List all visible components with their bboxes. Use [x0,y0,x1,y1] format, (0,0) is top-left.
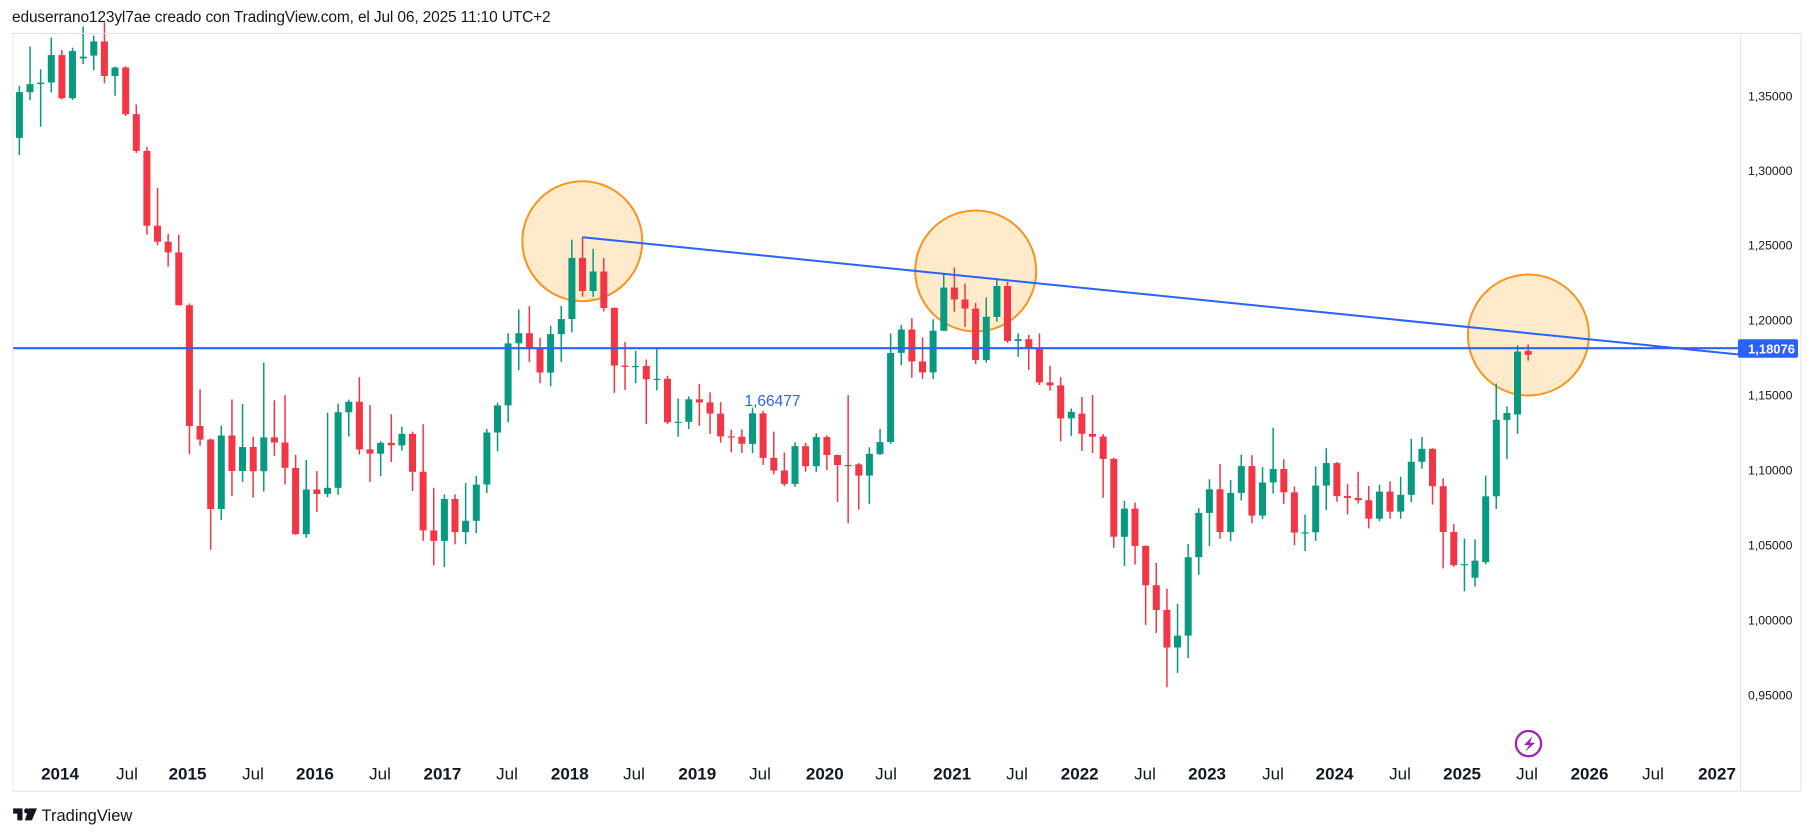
svg-text:Jul: Jul [1006,765,1028,784]
svg-text:2014: 2014 [41,765,79,784]
svg-text:1,05000: 1,05000 [1748,538,1793,552]
svg-text:1,20000: 1,20000 [1748,314,1793,328]
svg-text:1,66477: 1,66477 [745,393,801,410]
svg-text:2026: 2026 [1571,765,1609,784]
svg-text:Jul: Jul [1516,765,1538,784]
svg-text:Jul: Jul [242,765,264,784]
svg-text:2015: 2015 [169,765,207,784]
svg-text:2021: 2021 [933,765,971,784]
svg-text:2018: 2018 [551,765,589,784]
svg-text:1,35000: 1,35000 [1748,90,1793,104]
svg-text:TradingView: TradingView [42,807,133,825]
svg-text:2023: 2023 [1188,765,1226,784]
svg-text:Jul: Jul [369,765,391,784]
svg-text:Jul: Jul [1134,765,1156,784]
svg-text:0,95000: 0,95000 [1748,688,1793,702]
svg-text:2024: 2024 [1316,765,1354,784]
svg-text:1,25000: 1,25000 [1748,239,1793,253]
svg-text:Jul: Jul [749,765,771,784]
svg-text:Jul: Jul [116,765,138,784]
svg-text:2016: 2016 [296,765,334,784]
svg-text:Jul: Jul [496,765,518,784]
svg-text:2019: 2019 [678,765,716,784]
svg-text:1,00000: 1,00000 [1748,613,1793,627]
svg-text:2022: 2022 [1061,765,1099,784]
svg-text:1,10000: 1,10000 [1748,463,1793,477]
svg-text:2017: 2017 [423,765,461,784]
svg-text:1,30000: 1,30000 [1748,164,1793,178]
svg-text:Jul: Jul [1389,765,1411,784]
svg-text:1,18076: 1,18076 [1748,341,1795,356]
svg-text:1,15000: 1,15000 [1748,389,1793,403]
svg-text:Jul: Jul [1642,765,1664,784]
svg-text:2025: 2025 [1443,765,1481,784]
svg-text:Jul: Jul [623,765,645,784]
svg-text:Jul: Jul [875,765,897,784]
svg-text:Jul: Jul [1262,765,1284,784]
svg-text:2020: 2020 [806,765,844,784]
svg-text:2027: 2027 [1698,765,1736,784]
